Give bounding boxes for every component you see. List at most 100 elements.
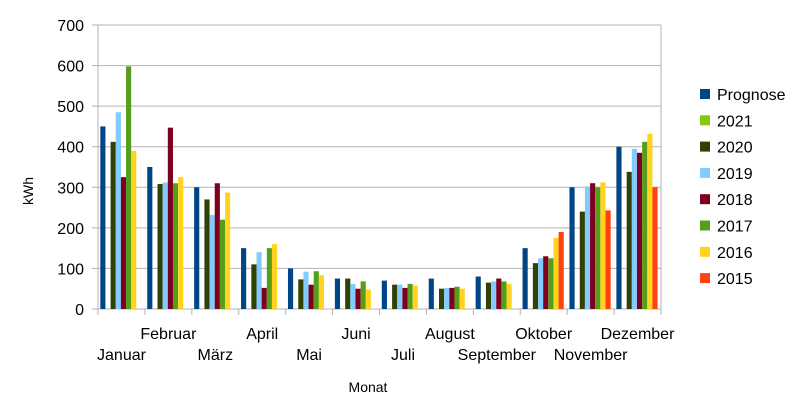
bar-2020-november (579, 211, 585, 309)
bar-2019-juli (397, 284, 403, 309)
bar-2019-juni (350, 283, 356, 309)
bar-2018-oktober (543, 256, 549, 309)
bar-2019-mai (303, 271, 309, 309)
bar-2020-juni (345, 278, 351, 309)
bar-prognose-oktober (522, 248, 528, 309)
bar-2019-februar (162, 182, 168, 309)
bar-2020-august (439, 288, 445, 309)
bar-2016-april (271, 244, 278, 309)
bar-2020-april (251, 264, 257, 309)
bar-2020-oktober (532, 263, 538, 309)
legend-swatch (700, 273, 710, 284)
bar-2019-oktober (538, 258, 544, 309)
legend-label: Prognose (717, 87, 786, 104)
bar-2016-märz (225, 192, 231, 309)
bar-2015-oktober (558, 231, 564, 309)
bar-2018-juli (402, 287, 408, 309)
y-tick-label: 100 (57, 261, 84, 278)
y-axis-ticks: 0 100 200 300 400 500 600 700 (57, 18, 84, 319)
y-tick-label: 600 (57, 59, 84, 76)
bar-2019-november (584, 186, 591, 309)
y-tick-label: 300 (57, 180, 84, 197)
bar-2015-dezember (652, 187, 658, 309)
bar-2017-juni (360, 281, 366, 309)
bar-2017-oktober (548, 258, 554, 309)
bar-2018-november (590, 183, 596, 309)
legend-label: 2015 (717, 271, 753, 288)
legend-swatch (700, 220, 710, 231)
x-tick-label: Dezember (601, 326, 675, 343)
y-tick-label: 0 (75, 302, 84, 319)
bar-prognose-februar (147, 167, 153, 309)
x-axis-title: Monat (349, 379, 388, 395)
bar-2019-märz (209, 214, 215, 309)
bar-2018-mai (308, 284, 314, 309)
x-tick-label: August (425, 326, 475, 343)
x-tick-label: November (554, 347, 628, 364)
y-tick-label: 500 (57, 99, 84, 116)
legend-swatch (700, 246, 710, 257)
legend-label: 2020 (717, 140, 753, 157)
bar-prognose-dezember (616, 146, 622, 309)
legend-swatch (700, 115, 710, 126)
x-tick-label: April (246, 326, 278, 343)
bar-2017-august (454, 286, 460, 309)
bar-prognose-september (475, 276, 481, 309)
bar-prognose-märz (194, 187, 200, 309)
bar-prognose-juni (334, 278, 341, 309)
x-tick-label: Oktober (515, 326, 573, 343)
bar-prognose-januar (100, 126, 106, 310)
bar-2018-april (261, 287, 267, 309)
x-tick-label: September (458, 347, 537, 364)
bar-2016-dezember (647, 133, 653, 309)
x-tick-label: Mai (296, 347, 322, 364)
bar-2020-juli (392, 284, 398, 309)
bar-2016-november (600, 182, 606, 309)
bar-2019-april (256, 252, 262, 309)
bar-2016-oktober (553, 238, 559, 309)
bar-2018-märz (214, 183, 220, 309)
bar-2017-januar (126, 66, 132, 309)
bar-2017-juli (407, 283, 413, 309)
legend-label: 2018 (717, 192, 753, 209)
bar-2018-september (496, 278, 502, 309)
bar-2017-februar (172, 183, 179, 309)
bar-2017-november (595, 187, 601, 309)
legend-label: 2017 (717, 219, 753, 236)
bar-2020-mai (298, 279, 304, 309)
bar-2019-september (491, 281, 497, 309)
bar-2019-januar (115, 112, 121, 309)
y-axis-title: kWh (20, 177, 36, 205)
bar-2017-april (266, 248, 272, 309)
bar-2020-februar (157, 184, 163, 309)
bar-2016-februar (178, 177, 184, 309)
bar-2016-september (506, 283, 512, 309)
bars (100, 66, 658, 310)
x-tick-label: Januar (97, 347, 147, 364)
legend-swatch (700, 141, 710, 152)
bar-2016-august (459, 288, 465, 309)
y-tick-label: 200 (57, 221, 84, 238)
bar-2020-dezember (626, 171, 632, 309)
bar-2016-mai (318, 275, 325, 309)
bar-2018-dezember (636, 152, 643, 309)
x-tick-label: Juni (341, 326, 370, 343)
bar-2020-januar (110, 141, 116, 309)
bar-2019-august (444, 287, 450, 309)
y-tick-label: 700 (57, 18, 84, 35)
bar-2016-juli (412, 285, 418, 309)
legend-swatch (700, 167, 710, 178)
bar-prognose-april (241, 248, 247, 309)
bar-2018-januar (120, 177, 127, 309)
bar-2017-mai (313, 271, 319, 309)
bar-prognose-mai (287, 268, 294, 309)
bar-prognose-august (428, 278, 434, 309)
bar-prognose-november (569, 187, 575, 309)
bar-2015-november (605, 210, 611, 309)
bar-prognose-juli (381, 280, 387, 309)
legend: Prognose 2021 2020 2019 2018 2017 2016 2015 (700, 87, 786, 288)
legend-label: 2021 (717, 113, 753, 130)
bar-2017-märz (219, 219, 226, 309)
